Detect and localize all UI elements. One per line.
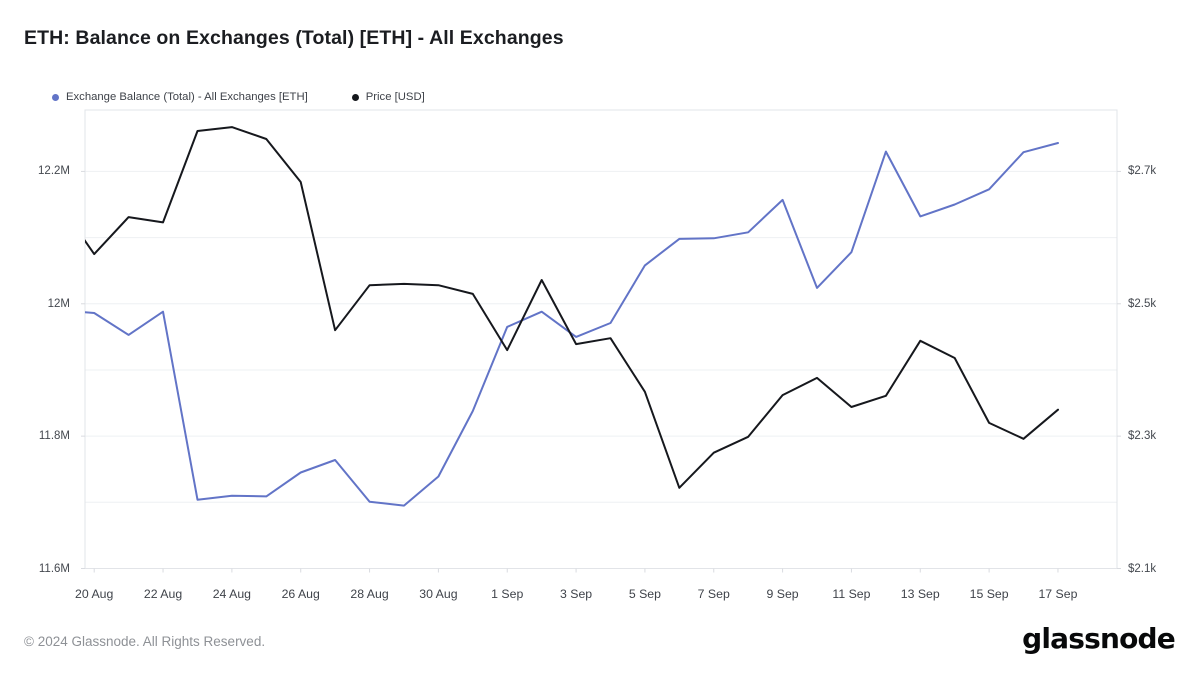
y-axis-tick: 12M <box>47 297 70 310</box>
legend-label-price: Price [USD] <box>365 91 425 103</box>
x-axis-tick: 3 Sep <box>560 587 593 601</box>
legend-label-balance: Exchange Balance (Total) - All Exchanges… <box>66 91 308 103</box>
copyright-text: © 2024 Glassnode. All Rights Reserved. <box>24 634 266 649</box>
x-axis-tick: 5 Sep <box>628 587 661 601</box>
y-axis-tick: 11.6M <box>38 562 70 575</box>
x-axis-tick: 30 Aug <box>419 587 458 601</box>
x-axis-tick: 7 Sep <box>697 587 730 601</box>
x-axis-tick: 28 Aug <box>350 587 389 601</box>
x-axis-tick: 26 Aug <box>281 587 320 601</box>
x-axis-tick: 15 Sep <box>969 587 1009 601</box>
balance-dot-icon <box>52 93 59 101</box>
balance-line <box>85 142 1059 507</box>
y-axis-tick: $2.5k <box>1128 297 1157 310</box>
y-axis-tick: $2.1k <box>1128 562 1157 575</box>
x-axis-tick: 20 Aug <box>75 587 114 601</box>
x-axis-tick: 22 Aug <box>143 587 183 601</box>
legend-item-price[interactable]: Price [USD] <box>351 91 425 103</box>
page-title: ETH: Balance on Exchanges (Total) [ETH] … <box>24 27 564 49</box>
y-axis-tick: $2.3k <box>1128 430 1157 443</box>
x-axis-tick: 9 Sep <box>766 587 799 601</box>
y-axis-tick: 11.8M <box>38 430 70 443</box>
legend-item-balance[interactable]: Exchange Balance (Total) - All Exchanges… <box>52 91 308 103</box>
x-axis-tick: 1 Sep <box>491 587 524 601</box>
x-axis-tick: 13 Sep <box>900 587 940 601</box>
x-axis-tick: 17 Sep <box>1038 587 1078 601</box>
glassnode-logo[interactable]: glassnode <box>1022 622 1176 655</box>
x-axis-tick: 11 Sep <box>832 587 871 601</box>
y-axis-tick: $2.7k <box>1128 165 1157 178</box>
price-dot-icon <box>351 93 359 101</box>
y-axis-tick: 12.2M <box>38 165 70 178</box>
x-axis-tick: 24 Aug <box>212 587 252 601</box>
price-line <box>85 126 1059 489</box>
legend: Exchange Balance (Total) - All Exchanges… <box>52 91 425 103</box>
